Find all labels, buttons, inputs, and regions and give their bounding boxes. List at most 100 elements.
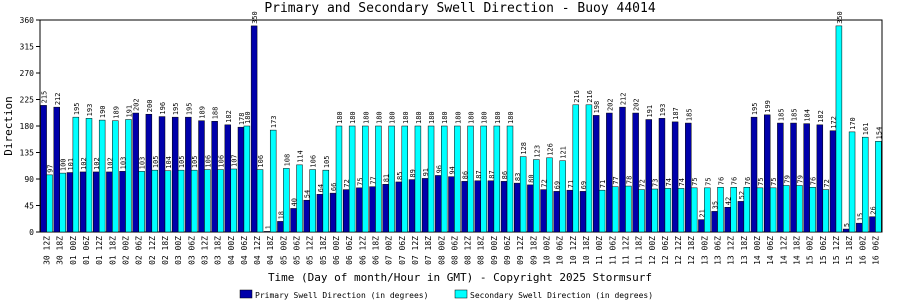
value-label: 154: [875, 127, 883, 140]
y-tick-label: 0: [29, 228, 34, 237]
value-label: 161: [862, 123, 870, 136]
value-label: 104: [165, 156, 173, 169]
value-label: 103: [120, 157, 128, 170]
bar: [329, 192, 337, 233]
value-label: 212: [619, 92, 627, 105]
value-label: 76: [744, 177, 752, 185]
bar: [598, 189, 606, 233]
x-tick-label: 05 12Z: [306, 236, 315, 265]
bar: [737, 201, 745, 233]
value-label: 87: [488, 170, 496, 178]
x-tick-label: 13 18Z: [740, 236, 749, 265]
x-tick-label: 04 00Z: [227, 236, 236, 265]
value-label: 185: [685, 108, 693, 121]
value-label: 75: [691, 177, 699, 185]
value-label: 77: [370, 176, 378, 184]
bar: [303, 199, 310, 233]
x-tick-label: 13 00Z: [700, 236, 709, 265]
x-tick-label: 07 18Z: [424, 236, 433, 265]
chart-title: Primary and Secondary Swell Direction - …: [264, 1, 656, 16]
x-tick-label: 02 06Z: [135, 236, 144, 265]
bar: [474, 180, 481, 233]
value-label: 107: [231, 154, 239, 167]
value-label: 72: [639, 179, 647, 187]
bar: [842, 228, 850, 233]
value-label: 173: [270, 115, 278, 128]
value-label: 85: [396, 172, 404, 180]
bar: [322, 169, 330, 233]
bar: [783, 185, 790, 233]
x-tick-label: 14 00Z: [753, 236, 762, 265]
value-label: 79: [783, 175, 791, 183]
value-label: 26: [869, 206, 877, 214]
bar: [572, 104, 579, 233]
x-tick-label: 02 18Z: [161, 236, 170, 265]
value-label: 75: [704, 177, 712, 185]
value-label: 75: [757, 177, 765, 185]
x-tick-label: 14 12Z: [779, 236, 788, 265]
bar: [408, 179, 416, 233]
bar: [211, 121, 218, 233]
value-label: 199: [764, 100, 772, 113]
value-label: 42: [725, 197, 733, 205]
bar: [822, 189, 829, 233]
value-label: 200: [146, 100, 154, 113]
bar: [632, 112, 639, 233]
value-label: 128: [520, 142, 528, 155]
value-label: 105: [152, 156, 160, 169]
bar: [59, 172, 66, 233]
value-label: 76: [810, 177, 818, 185]
x-tick-label: 06 18Z: [371, 236, 380, 265]
bar: [79, 171, 87, 233]
bar: [145, 113, 153, 233]
value-label: 195: [185, 103, 193, 116]
value-label: 180: [402, 111, 410, 124]
bar: [764, 114, 771, 233]
bar: [835, 25, 843, 233]
value-label: 180: [375, 111, 383, 124]
bar: [677, 188, 685, 233]
bar: [382, 184, 389, 233]
bar: [690, 187, 698, 233]
bar: [546, 157, 553, 233]
value-label: 198: [593, 101, 601, 114]
value-label: 5: [843, 223, 851, 227]
x-tick-label: 14 06Z: [766, 236, 775, 265]
value-label: 185: [777, 108, 785, 121]
value-label: 101: [67, 158, 75, 171]
bar: [540, 189, 547, 233]
bar: [132, 112, 139, 233]
bar: [638, 189, 645, 233]
bar: [579, 191, 587, 233]
value-label: 89: [409, 169, 417, 177]
bar: [756, 187, 764, 233]
x-tick-label: 03 12Z: [200, 236, 209, 265]
value-label: 83: [514, 173, 522, 181]
value-label: 54: [304, 190, 312, 198]
x-tick-label: 30 12Z: [43, 236, 52, 265]
value-label: 18: [277, 211, 285, 219]
bar: [592, 115, 600, 233]
x-tick-label: 16 00Z: [858, 236, 867, 265]
value-label: 74: [665, 178, 673, 186]
y-tick-label: 360: [20, 16, 35, 25]
legend-swatch: [239, 289, 253, 299]
value-label: 172: [830, 116, 838, 129]
bar: [514, 182, 521, 233]
value-label: 189: [112, 106, 120, 119]
value-label: 105: [323, 156, 331, 169]
bar: [467, 125, 474, 233]
value-label: 350: [251, 11, 259, 24]
bar: [480, 125, 487, 233]
x-tick-label: 10 06Z: [556, 236, 565, 265]
bar: [500, 181, 508, 233]
value-label: 182: [225, 110, 233, 123]
value-label: 193: [659, 104, 667, 117]
bar: [685, 122, 692, 233]
value-label: 180: [507, 111, 515, 124]
y-tick-label: 90: [24, 175, 34, 184]
value-label: 182: [817, 110, 825, 123]
value-label: 190: [99, 105, 107, 118]
bar: [506, 125, 514, 233]
